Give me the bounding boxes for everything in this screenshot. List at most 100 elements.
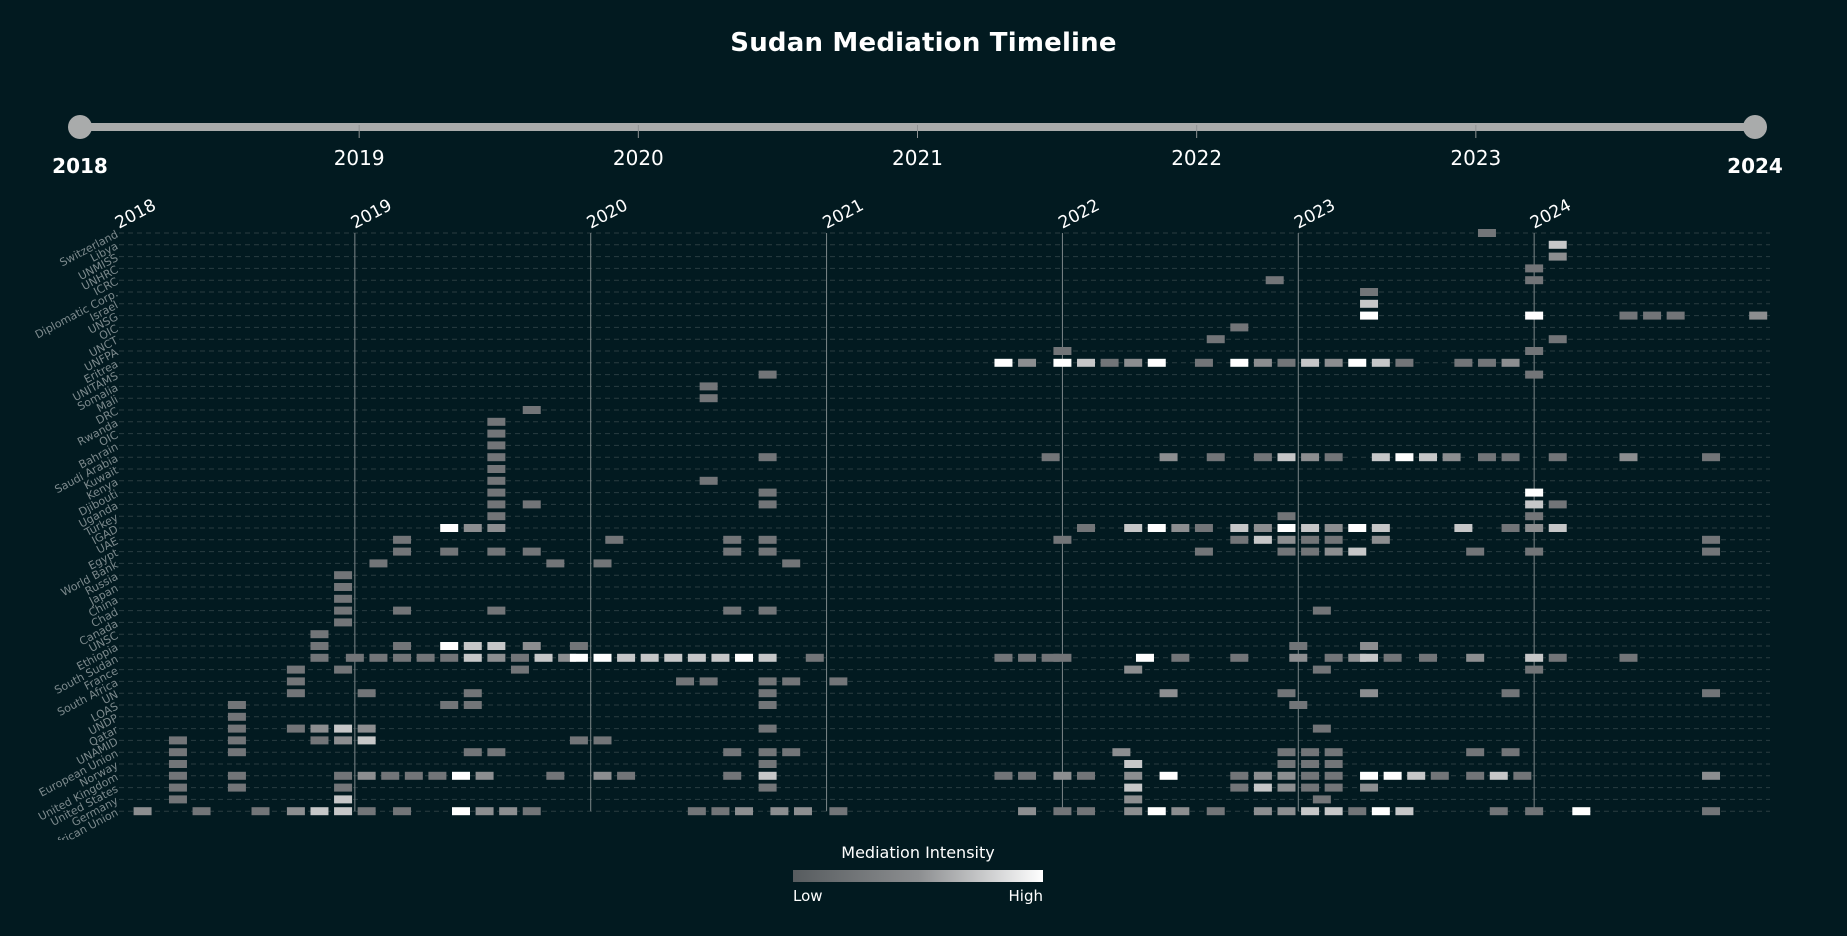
heatmap-cell bbox=[475, 807, 494, 816]
heatmap-cell bbox=[699, 677, 718, 686]
heatmap-cell bbox=[1277, 783, 1296, 792]
year-label: 2024 bbox=[1527, 195, 1575, 233]
heatmap-cell bbox=[735, 807, 754, 816]
heatmap-cell bbox=[334, 724, 353, 733]
heatmap-cell bbox=[569, 736, 588, 745]
heatmap-cell bbox=[1041, 453, 1060, 462]
heatmap-cell bbox=[1277, 748, 1296, 757]
heatmap-cell bbox=[393, 535, 412, 544]
heatmap-cell bbox=[758, 783, 777, 792]
heatmap-cell bbox=[1643, 311, 1662, 320]
heatmap-cell bbox=[1572, 807, 1591, 816]
heatmap-cell bbox=[1124, 358, 1143, 367]
heatmap-cell bbox=[334, 583, 353, 591]
heatmap-cell bbox=[1324, 358, 1343, 367]
heatmap-cell bbox=[1077, 771, 1096, 780]
heatmap-cell bbox=[286, 807, 305, 816]
slider-end-label: 2024 bbox=[1727, 154, 1783, 178]
heatmap-cell bbox=[1324, 807, 1343, 816]
heatmap-cell bbox=[1360, 771, 1379, 780]
heatmap-cell bbox=[310, 630, 329, 639]
legend-high-label: High bbox=[1008, 887, 1043, 905]
heatmap-cell bbox=[1477, 358, 1496, 367]
heatmap-cell bbox=[699, 394, 718, 403]
heatmap-cell bbox=[758, 606, 777, 615]
slider-start-handle[interactable] bbox=[68, 115, 92, 139]
heatmap-cell bbox=[1312, 606, 1331, 615]
heatmap-cell bbox=[1159, 771, 1178, 780]
heatmap-cell bbox=[487, 441, 506, 450]
heatmap-cell bbox=[735, 653, 754, 662]
heatmap-cell bbox=[994, 653, 1013, 662]
heatmap-cell bbox=[227, 748, 246, 757]
heatmap-cell bbox=[1371, 453, 1390, 462]
heatmap-cell bbox=[168, 795, 187, 804]
heatmap-cell bbox=[1018, 807, 1037, 816]
mediation-heatmap: 2018 2019 2020 2021 2022 2023 2024SwitzerlandL… bbox=[33, 195, 1770, 840]
heatmap-cell bbox=[1124, 665, 1143, 674]
heatmap-cell bbox=[1194, 547, 1213, 556]
heatmap-cell bbox=[357, 724, 376, 733]
legend-title: Mediation Intensity bbox=[841, 843, 995, 862]
heatmap-cell bbox=[440, 547, 459, 556]
heatmap-cell bbox=[723, 771, 742, 780]
heatmap-cell bbox=[1159, 689, 1178, 698]
heatmap-cell bbox=[1053, 535, 1072, 544]
heatmap-cell bbox=[369, 653, 388, 662]
legend-low-label: Low bbox=[793, 887, 823, 905]
heatmap-cell bbox=[1419, 653, 1438, 662]
heatmap-cell bbox=[1124, 760, 1143, 768]
year-range-slider[interactable]: 2019 2020 2021 2022 2023 2018 2024 bbox=[0, 100, 1847, 190]
heatmap-cell bbox=[1053, 653, 1072, 662]
heatmap-cell bbox=[758, 488, 777, 497]
slider-end-handle[interactable] bbox=[1743, 115, 1767, 139]
heatmap-cell bbox=[1324, 748, 1343, 757]
heatmap-cell bbox=[1525, 311, 1544, 320]
heatmap-cell bbox=[1407, 771, 1426, 780]
heatmap-cell bbox=[593, 559, 612, 568]
heatmap-cell bbox=[1525, 347, 1544, 355]
heatmap-cell bbox=[1018, 358, 1037, 367]
heatmap-cell bbox=[1371, 535, 1390, 544]
heatmap-cell bbox=[687, 807, 706, 816]
heatmap-cell bbox=[829, 677, 848, 686]
heatmap-cell bbox=[1041, 653, 1060, 662]
heatmap-cell bbox=[510, 653, 529, 662]
heatmap-cell bbox=[487, 547, 506, 556]
heatmap-cell bbox=[522, 642, 541, 650]
heatmap-cell bbox=[310, 807, 329, 816]
heatmap-cell bbox=[1124, 771, 1143, 780]
heatmap-cell bbox=[1702, 771, 1721, 780]
heatmap-cell bbox=[1525, 547, 1544, 556]
heatmap-cell bbox=[1419, 453, 1438, 462]
legend-color-scale bbox=[793, 870, 1043, 882]
heatmap-cell bbox=[1277, 535, 1296, 544]
heatmap-cell bbox=[1360, 288, 1379, 296]
heatmap-cell bbox=[1206, 453, 1225, 462]
year-label: 2021 bbox=[820, 195, 868, 233]
year-label: 2022 bbox=[1055, 195, 1103, 233]
heatmap-cell bbox=[369, 559, 388, 568]
heatmap-cell bbox=[1301, 358, 1320, 367]
heatmap-cell bbox=[393, 642, 412, 650]
heatmap-cell bbox=[487, 453, 506, 462]
heatmap-cell bbox=[416, 653, 435, 662]
heatmap-cell bbox=[758, 701, 777, 709]
heatmap-cell bbox=[1348, 807, 1367, 816]
heatmap-cell bbox=[451, 771, 470, 780]
heatmap-cell bbox=[1525, 488, 1544, 497]
heatmap-cell bbox=[1230, 323, 1249, 332]
heatmap-cell bbox=[793, 807, 812, 816]
heatmap-cell bbox=[1324, 783, 1343, 792]
heatmap-cell bbox=[758, 653, 777, 662]
heatmap-cell bbox=[676, 677, 695, 686]
heatmap-cell bbox=[487, 748, 506, 757]
heatmap-cell bbox=[227, 771, 246, 780]
heatmap-cell bbox=[534, 653, 553, 662]
heatmap-cell bbox=[1501, 453, 1520, 462]
heatmap-cell bbox=[1301, 748, 1320, 757]
heatmap-cell bbox=[1147, 358, 1166, 367]
heatmap-cell bbox=[334, 795, 353, 804]
heatmap-cell bbox=[1289, 642, 1308, 650]
heatmap-cell bbox=[487, 512, 506, 521]
